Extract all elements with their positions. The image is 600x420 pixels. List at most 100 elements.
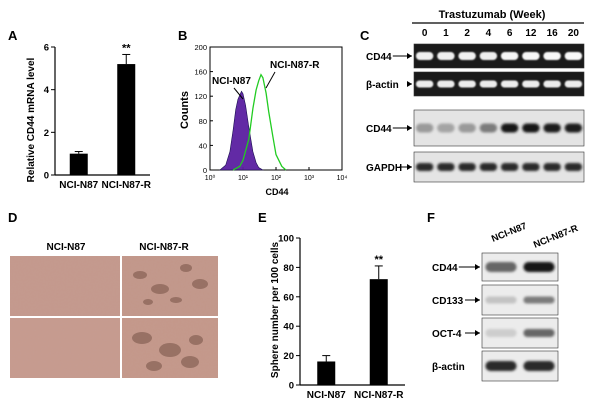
b-label-parental: NCI-N87	[212, 76, 251, 87]
panel-a: A Relative CD44 mRNA level 0 2 4 6 NCI-N87 *…	[8, 28, 152, 191]
a-bar	[117, 64, 136, 175]
b-y-tick-label: 160	[194, 68, 207, 77]
b-y-tick-label: 0	[203, 166, 207, 175]
e-y-tick-label: 60	[283, 292, 294, 303]
f-row-arrowhead	[475, 330, 480, 336]
c-week-label: 4	[486, 28, 492, 39]
e-category-label: NCI-N87	[307, 390, 346, 401]
c-3-band	[415, 163, 434, 171]
c-2-band	[437, 123, 455, 133]
c-week-label: 20	[568, 28, 580, 39]
c-3-band	[522, 163, 540, 171]
c-0-band	[458, 52, 476, 60]
c-week-label: 0	[422, 28, 428, 39]
f-3-band	[523, 361, 555, 371]
d-image-parental-2-texture	[10, 318, 120, 378]
c-row-arrowhead	[407, 164, 412, 170]
f-0-band	[523, 262, 555, 272]
f-1-band	[485, 296, 517, 304]
c-week-label: 16	[547, 28, 559, 39]
panel-d: D NCI-N87 NCI-N87-R	[8, 210, 218, 378]
c-title: Trastuzumab (Week)	[439, 9, 546, 21]
b-label-resistant: NCI-N87-R	[270, 60, 320, 71]
a-bar	[69, 153, 88, 175]
b-label-parental-arrow	[233, 87, 244, 100]
panel-label-c: C	[360, 28, 370, 43]
e-y-tick-label: 0	[289, 381, 294, 392]
f-row-label: CD133	[432, 296, 464, 307]
b-y-tick-label: 120	[194, 92, 207, 101]
d-spheres	[132, 264, 208, 371]
c-2-band	[522, 123, 540, 133]
e-bar	[369, 279, 388, 385]
c-1-band	[437, 80, 455, 88]
e-bars: NCI-N87 ** NCI-N87-R	[307, 254, 404, 401]
c-1-band	[479, 80, 498, 88]
f-2-band	[523, 329, 555, 337]
panel-label-f: F	[427, 210, 435, 225]
panel-c: C Trastuzumab (Week) 0 1 2 4 6 12 16 20 CD44β-a…	[360, 9, 585, 183]
c-2-band	[500, 123, 519, 133]
c-3-band	[543, 163, 561, 171]
c-0-band	[500, 52, 519, 60]
f-0-band	[485, 262, 517, 272]
b-histogram-parental	[219, 90, 264, 171]
c-row-label: GAPDH	[366, 163, 402, 174]
a-y-tick-label: 4	[44, 85, 50, 96]
f-row-label: β-actin	[432, 362, 465, 373]
a-significance: **	[122, 42, 131, 54]
b-x-tick-label: 10³	[304, 175, 315, 182]
b-x-tick-label: 10¹	[238, 175, 249, 182]
b-label-resistant-arrow	[265, 71, 276, 89]
c-3-band	[479, 163, 498, 171]
c-week-label: 6	[507, 28, 513, 39]
f-row-label: CD44	[432, 263, 458, 274]
f-2-band	[485, 329, 517, 337]
f-row-arrowhead	[475, 264, 480, 270]
c-2-band	[543, 123, 561, 133]
e-y-tick-label: 40	[283, 322, 294, 333]
e-y-tick-label: 100	[278, 234, 294, 245]
panel-label-a: A	[8, 28, 18, 43]
c-1-band	[415, 80, 434, 88]
a-y-tick-label: 2	[44, 128, 49, 139]
c-0-band	[479, 52, 498, 60]
c-row-label: CD44	[366, 124, 392, 135]
panel-b: B Counts CD44 0 40 80 120 160 200 10⁰ 10¹ 10² 10³…	[178, 28, 347, 197]
b-y-tick-label: 40	[199, 141, 207, 150]
c-row-label: CD44	[366, 52, 392, 63]
c-week-labels: 0 1 2 4 6 12 16 20	[422, 28, 580, 39]
panel-label-d: D	[8, 210, 17, 225]
f-3-band	[485, 361, 517, 371]
f-col-label-parental: NCI-N87	[490, 221, 528, 245]
b-histograms	[219, 73, 287, 171]
panel-label-e: E	[258, 210, 267, 225]
e-y-tick-label: 80	[283, 263, 294, 274]
a-y-tick-label: 6	[44, 43, 49, 54]
c-2-band	[479, 123, 498, 133]
a-y-tick-label: 0	[44, 171, 49, 182]
c-0-band	[437, 52, 455, 60]
a-bars: NCI-N87 ** NCI-N87-R	[59, 42, 151, 191]
c-2-band	[415, 123, 434, 133]
b-y-axis-label: Counts	[179, 91, 191, 129]
b-x-axis-label: CD44	[265, 187, 288, 197]
c-1-band	[500, 80, 519, 88]
c-1-band	[522, 80, 540, 88]
a-category-label: NCI-N87-R	[102, 180, 152, 191]
d-col-label-resistant: NCI-N87-R	[139, 242, 189, 253]
b-y-tick-label: 80	[199, 117, 207, 126]
f-1-band	[523, 296, 555, 304]
c-row-arrowhead	[407, 81, 412, 87]
d-image-parental-1-texture	[10, 256, 120, 316]
c-week-label: 2	[464, 28, 470, 39]
e-significance: **	[374, 254, 383, 266]
c-0-band	[564, 52, 583, 60]
c-1-band	[458, 80, 476, 88]
f-col-label-resistant: NCI-N87-R	[532, 223, 580, 251]
f-row-label: OCT-4	[432, 329, 462, 340]
c-0-band	[415, 52, 434, 60]
panel-e: E Sphere number per 100 cells 0 20 40 60 80 1…	[258, 210, 405, 401]
